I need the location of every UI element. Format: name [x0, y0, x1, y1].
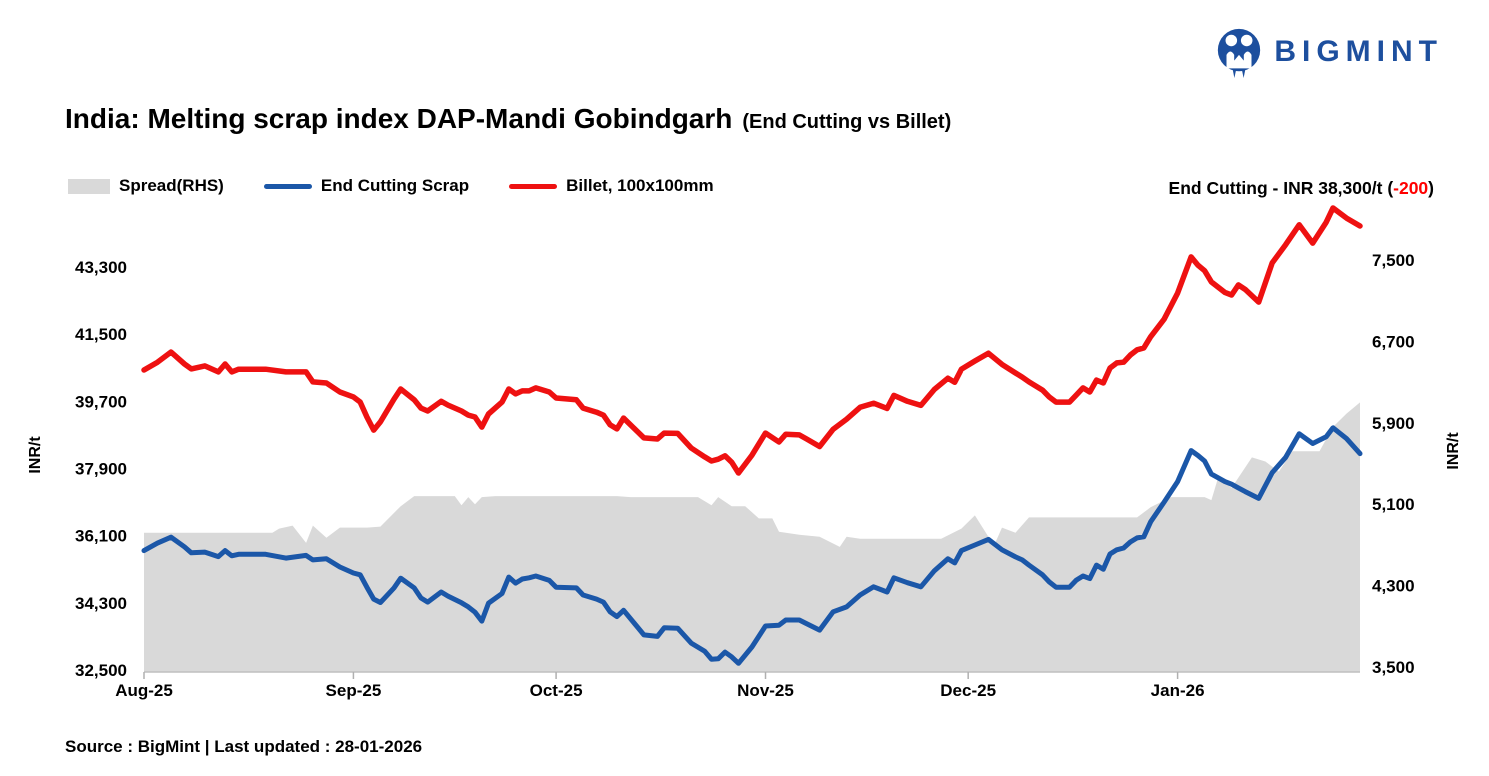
left-axis-tick-label: 37,900 — [75, 460, 127, 479]
legend-item-spread: Spread(RHS) — [68, 176, 224, 196]
right-axis-tick-label: 4,300 — [1372, 577, 1415, 596]
chart-title: India: Melting scrap index DAP-Mandi Gob… — [65, 103, 733, 134]
paren-close: ) — [1428, 178, 1434, 198]
price-change-value: -200 — [1393, 178, 1429, 198]
x-axis-tick-label: Sep-25 — [326, 681, 382, 700]
x-axis-tick-label: Oct-25 — [530, 681, 583, 700]
left-axis-tick-label: 36,100 — [75, 527, 127, 546]
legend-label: Billet, 100x100mm — [566, 176, 714, 195]
billet-line-swatch-icon — [509, 183, 558, 189]
x-axis-tick-label: Dec-25 — [940, 681, 996, 700]
x-axis-tick-label: Nov-25 — [737, 681, 794, 700]
latest-price-label: End Cutting - INR 38,300/t — [1168, 178, 1383, 198]
legend-item-end-cutting: End Cutting Scrap — [263, 176, 470, 196]
right-axis-tick-label: 5,900 — [1372, 414, 1415, 433]
chart-title-suffix: (End Cutting vs Billet) — [742, 111, 952, 133]
end-cutting-line-swatch-icon — [263, 183, 312, 189]
spread-area — [144, 402, 1360, 672]
left-axis-tick-label: 32,500 — [75, 661, 127, 680]
paren-open: ( — [1387, 178, 1394, 198]
bigmint-logo-icon — [1218, 28, 1261, 78]
left-axis-tick-label: 34,300 — [75, 594, 127, 613]
left-axis-tick-label: 39,700 — [75, 392, 127, 411]
legend-label: End Cutting Scrap — [320, 176, 470, 195]
x-axis-tick-label: Jan-26 — [1151, 681, 1205, 700]
end-cutting-scrap-line — [141, 425, 1363, 666]
left-axis-tick-label: 43,300 — [75, 258, 127, 277]
source-note: Source : BigMint | Last updated : 28-01-… — [65, 737, 423, 756]
left-axis-tick-label: 41,500 — [75, 325, 127, 344]
spread-swatch-icon — [68, 178, 110, 194]
right-axis-tick-label: 7,500 — [1372, 251, 1415, 270]
legend-label: Spread(RHS) — [119, 176, 224, 195]
bigmint-logo-text: BIGMINT — [1274, 35, 1443, 68]
bigmint-logo: BIGMINT — [1214, 24, 1443, 80]
right-axis-tick-label: 3,500 — [1372, 658, 1415, 677]
legend-item-billet: Billet, 100x100mm — [509, 176, 714, 196]
legend: Spread(RHS) End Cutting Scrap Billet, 10… — [68, 176, 714, 196]
billet-line — [141, 205, 1363, 476]
right-axis-tick-label: 5,100 — [1372, 495, 1415, 514]
x-axis-tick-label: Aug-25 — [115, 681, 173, 700]
latest-price-annotation: End Cutting - INR 38,300/t (-200) — [1169, 178, 1434, 199]
page-title: India: Melting scrap index DAP-Mandi Gob… — [65, 103, 951, 135]
right-axis-tick-label: 6,700 — [1372, 332, 1415, 351]
